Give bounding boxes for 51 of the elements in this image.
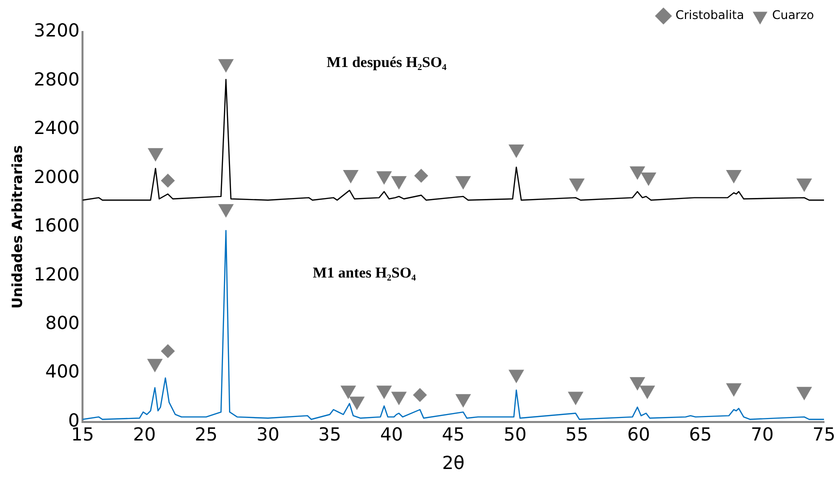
point [640, 386, 656, 400]
point [569, 178, 585, 192]
y-axis-title: Unidades Arbitrarias [10, 145, 26, 309]
x-tick-label: 40 [380, 424, 403, 446]
x-tick-label: 30 [256, 424, 280, 446]
point [630, 377, 646, 391]
x-tick-label: 65 [688, 424, 712, 446]
point [391, 392, 407, 406]
point [147, 358, 163, 372]
x-tick-label: 55 [565, 424, 588, 446]
y-tick-label: 800 [45, 313, 80, 334]
point [148, 148, 164, 162]
point [376, 386, 392, 400]
point [508, 144, 524, 158]
point [796, 178, 812, 192]
point [342, 170, 359, 184]
y-tick-label: 400 [45, 362, 80, 383]
point [455, 176, 471, 190]
point [391, 176, 407, 190]
x-axis-title: 2θ [442, 452, 465, 474]
x-tick-label: 35 [318, 424, 342, 446]
point [726, 383, 742, 397]
point [455, 394, 471, 408]
point [508, 370, 524, 384]
point [640, 172, 656, 186]
point [218, 59, 234, 73]
y-tick-label: 1200 [34, 264, 80, 286]
annotation: M1 después H₂SO₄ [326, 55, 447, 72]
legend-label: Cuarzo [772, 8, 814, 22]
x-tick-label: 60 [627, 424, 650, 446]
point [568, 392, 584, 406]
point [796, 386, 812, 400]
x-tick-label: 25 [194, 424, 218, 446]
x-tick-label: 45 [442, 424, 465, 446]
y-tick-label: 2400 [34, 118, 80, 140]
x-tick-label: 20 [132, 424, 156, 446]
y-tick-label: 2800 [34, 69, 80, 90]
point [349, 396, 365, 410]
point [726, 170, 742, 184]
y-tick-label: 3200 [34, 20, 80, 42]
annotation: M1 antes H₂SO₄ [312, 266, 416, 282]
point [340, 386, 356, 400]
legend-label: Cristobalita [675, 8, 744, 22]
y-tick-label: 1600 [34, 216, 80, 237]
x-tick-label: 70 [750, 424, 774, 446]
x-tick-label: 75 [812, 424, 836, 446]
point [218, 204, 234, 218]
y-tick-label: 2000 [34, 166, 80, 188]
point [376, 171, 392, 185]
x-tick-label: 50 [504, 424, 527, 446]
point [630, 166, 646, 180]
